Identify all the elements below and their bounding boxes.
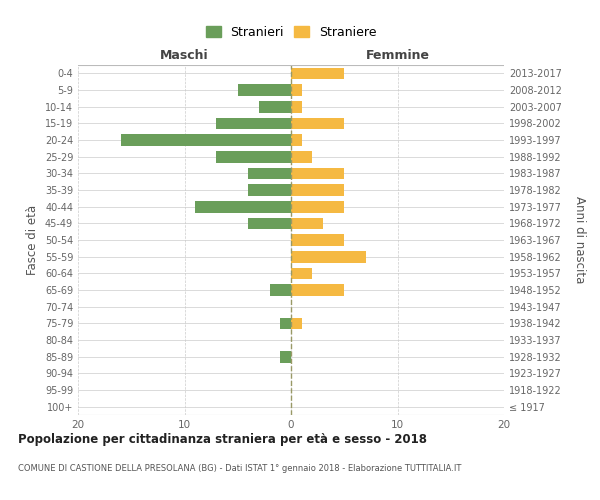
Bar bbox=[280, 351, 291, 362]
Bar bbox=[291, 184, 344, 196]
Bar bbox=[280, 318, 291, 329]
Bar bbox=[291, 68, 344, 79]
Legend: Stranieri, Straniere: Stranieri, Straniere bbox=[202, 22, 380, 42]
Bar bbox=[291, 234, 344, 246]
Bar bbox=[291, 284, 344, 296]
Bar bbox=[217, 151, 291, 162]
Bar bbox=[248, 168, 291, 179]
Y-axis label: Anni di nascita: Anni di nascita bbox=[573, 196, 586, 284]
Bar bbox=[291, 251, 365, 262]
Bar bbox=[195, 201, 291, 212]
Y-axis label: Fasce di età: Fasce di età bbox=[26, 205, 39, 275]
Text: Femmine: Femmine bbox=[365, 48, 430, 62]
Bar bbox=[248, 184, 291, 196]
Bar bbox=[121, 134, 291, 146]
Bar bbox=[291, 84, 302, 96]
Bar bbox=[291, 201, 344, 212]
Bar bbox=[270, 284, 291, 296]
Text: Popolazione per cittadinanza straniera per età e sesso - 2018: Popolazione per cittadinanza straniera p… bbox=[18, 432, 427, 446]
Text: COMUNE DI CASTIONE DELLA PRESOLANA (BG) - Dati ISTAT 1° gennaio 2018 - Elaborazi: COMUNE DI CASTIONE DELLA PRESOLANA (BG) … bbox=[18, 464, 461, 473]
Bar bbox=[291, 168, 344, 179]
Bar bbox=[291, 218, 323, 229]
Bar bbox=[291, 101, 302, 112]
Bar bbox=[259, 101, 291, 112]
Bar bbox=[291, 151, 313, 162]
Bar bbox=[291, 118, 344, 129]
Bar bbox=[291, 268, 313, 279]
Text: Maschi: Maschi bbox=[160, 48, 209, 62]
Bar bbox=[291, 318, 302, 329]
Bar bbox=[217, 118, 291, 129]
Bar bbox=[248, 218, 291, 229]
Bar bbox=[238, 84, 291, 96]
Bar bbox=[291, 134, 302, 146]
